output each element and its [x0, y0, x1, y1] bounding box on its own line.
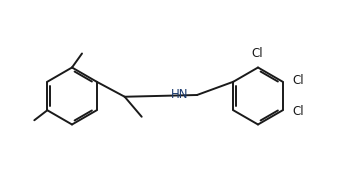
- Text: HN: HN: [171, 88, 189, 101]
- Text: Cl: Cl: [293, 105, 304, 118]
- Text: Cl: Cl: [293, 74, 304, 87]
- Text: Cl: Cl: [251, 47, 263, 61]
